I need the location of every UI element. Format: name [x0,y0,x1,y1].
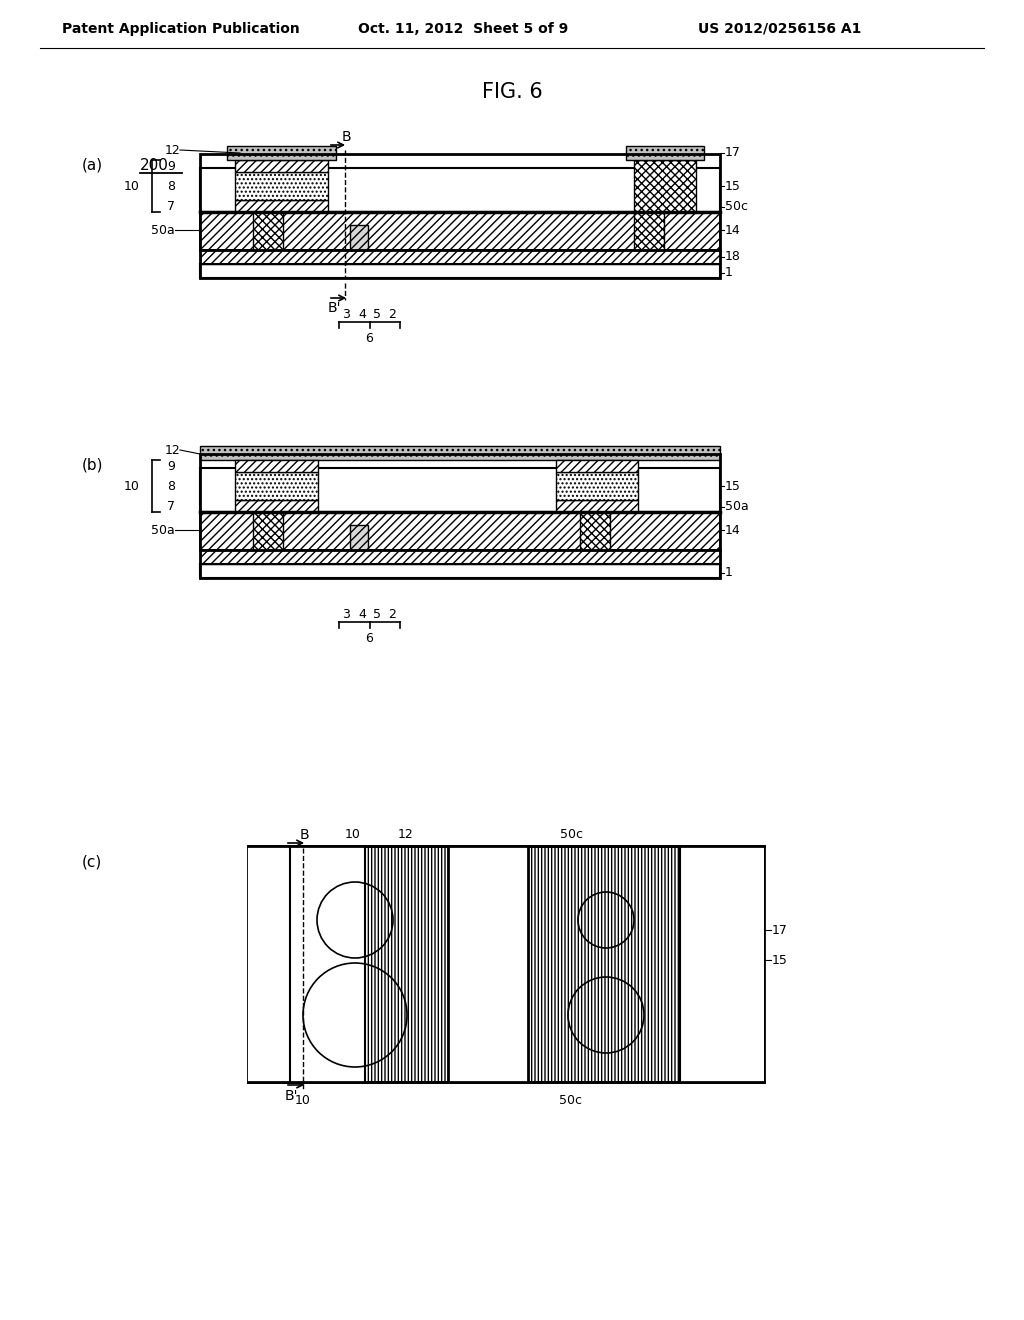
Text: (a): (a) [82,157,103,173]
Text: 2: 2 [388,607,396,620]
Text: 6: 6 [366,331,374,345]
Bar [200,564,720,578]
Bar [234,500,318,512]
Bar [227,147,336,160]
Text: 10: 10 [345,828,360,841]
Text: Oct. 11, 2012  Sheet 5 of 9: Oct. 11, 2012 Sheet 5 of 9 [358,22,568,36]
Bar [234,160,328,172]
Bar [200,454,720,578]
Text: 9: 9 [167,160,175,173]
Bar [248,846,764,1082]
Text: 10: 10 [295,1093,311,1106]
Text: B': B' [328,301,341,315]
Text: 3: 3 [342,607,350,620]
Bar [200,168,720,213]
Text: (c): (c) [82,854,102,870]
Text: 7: 7 [167,199,175,213]
Text: B: B [342,129,351,144]
Bar [234,172,328,201]
Text: US 2012/0256156 A1: US 2012/0256156 A1 [698,22,861,36]
Bar [234,459,318,473]
Text: 8: 8 [167,479,175,492]
Bar [626,147,705,160]
Text: B': B' [285,1089,299,1104]
Bar [556,473,638,500]
Bar [634,160,696,213]
Text: 2: 2 [388,308,396,321]
Text: B: B [300,828,309,842]
Text: 7: 7 [167,499,175,512]
Text: 50c: 50c [558,1093,582,1106]
Bar [200,469,720,512]
Text: 6: 6 [366,631,374,644]
Bar [200,512,720,550]
Bar [248,846,325,1082]
Text: 50a: 50a [152,223,175,236]
Bar [556,500,638,512]
Bar [200,446,720,459]
Bar [680,846,764,1082]
Text: 4: 4 [358,607,366,620]
Bar [350,224,368,249]
Bar [200,154,720,279]
Text: 12: 12 [164,444,180,457]
Text: (b): (b) [82,458,103,473]
Text: 5: 5 [373,308,381,321]
Bar [556,459,638,473]
Text: 10: 10 [124,479,140,492]
Text: 50c: 50c [560,828,583,841]
Text: 17: 17 [725,147,741,160]
Text: 15: 15 [772,953,787,966]
Text: 1: 1 [725,267,733,280]
Bar [200,264,720,279]
Bar [253,512,283,550]
Text: 14: 14 [725,223,740,236]
Bar [350,525,368,550]
Text: 9: 9 [167,459,175,473]
Text: 4: 4 [358,308,366,321]
Text: 50c: 50c [725,201,748,214]
Text: 200: 200 [140,157,169,173]
Text: 50a: 50a [152,524,175,536]
Text: 14: 14 [725,524,740,536]
Bar [580,512,610,550]
Text: Patent Application Publication: Patent Application Publication [62,22,300,36]
Bar [253,213,283,249]
Text: 12: 12 [398,828,414,841]
Text: 8: 8 [167,180,175,193]
Bar [200,550,720,564]
Text: 50a: 50a [725,500,749,513]
Bar [290,846,365,1082]
Text: FIG. 6: FIG. 6 [481,82,543,102]
Text: 3: 3 [342,308,350,321]
Text: 18: 18 [725,251,741,264]
Text: 17: 17 [772,924,787,936]
Bar [200,249,720,264]
Bar [449,846,528,1082]
Bar [200,213,720,249]
Text: 15: 15 [725,180,741,193]
Bar [234,473,318,500]
Text: 15: 15 [725,479,741,492]
Text: 12: 12 [164,144,180,157]
Text: 1: 1 [725,566,733,579]
Text: 5: 5 [373,607,381,620]
Bar [634,213,664,249]
Bar [234,201,328,213]
Text: 10: 10 [124,180,140,193]
